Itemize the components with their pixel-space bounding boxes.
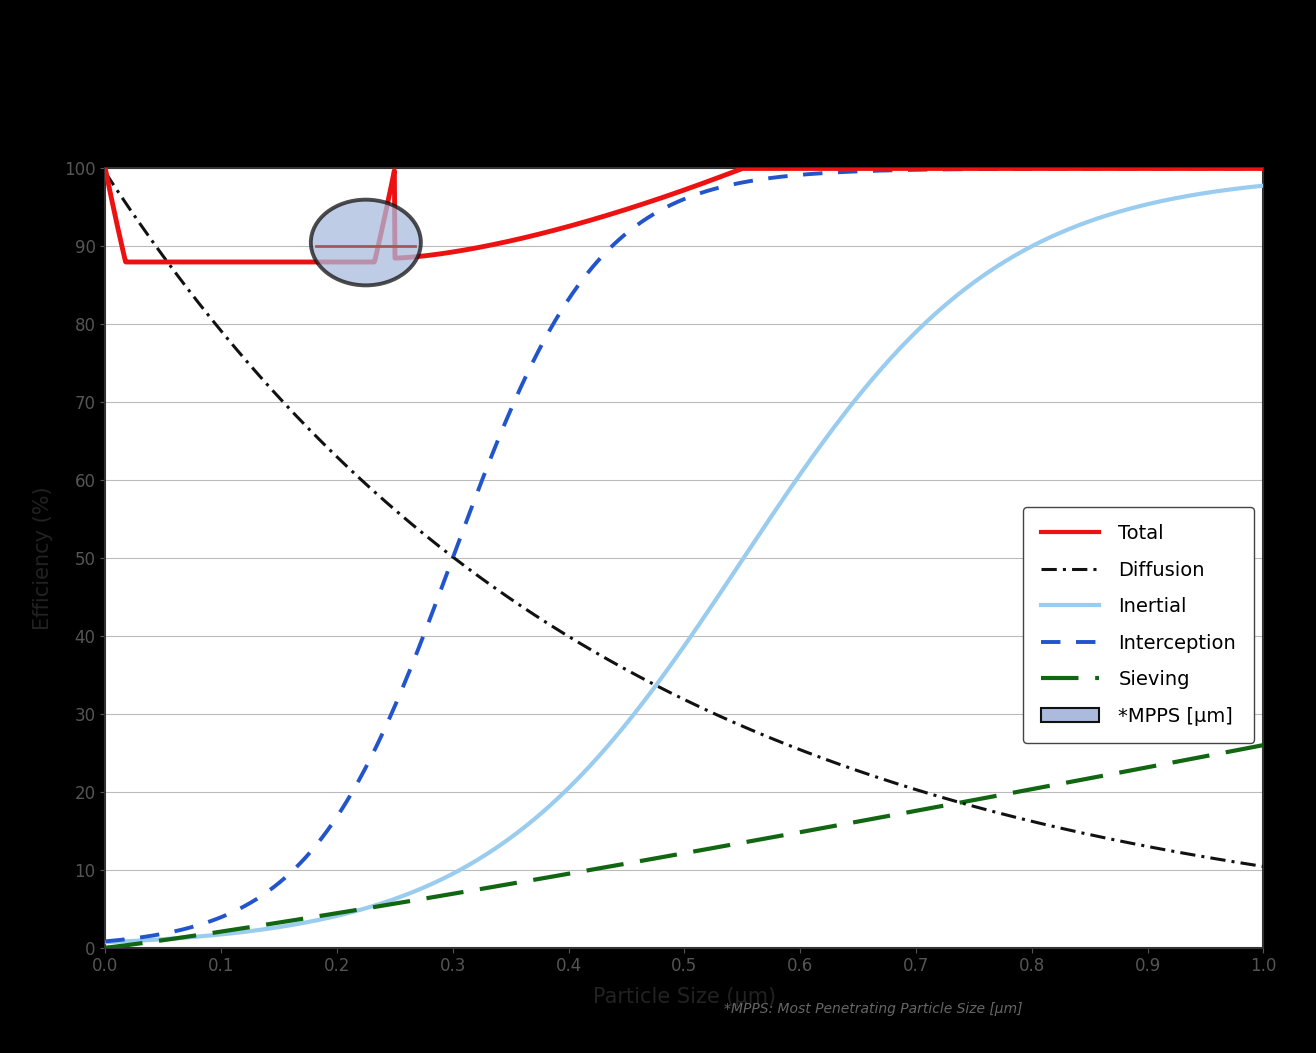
Legend: Total, Diffusion, Inertial, Interception, Sieving, *MPPS [μm]: Total, Diffusion, Inertial, Interception…: [1023, 506, 1254, 743]
X-axis label: Particle Size (μm): Particle Size (μm): [592, 987, 776, 1007]
Text: *MPPS: Most Penetrating Particle Size [μm]: *MPPS: Most Penetrating Particle Size [μ…: [724, 1002, 1023, 1016]
Y-axis label: Efficiency (%): Efficiency (%): [33, 486, 53, 630]
Ellipse shape: [311, 200, 421, 285]
